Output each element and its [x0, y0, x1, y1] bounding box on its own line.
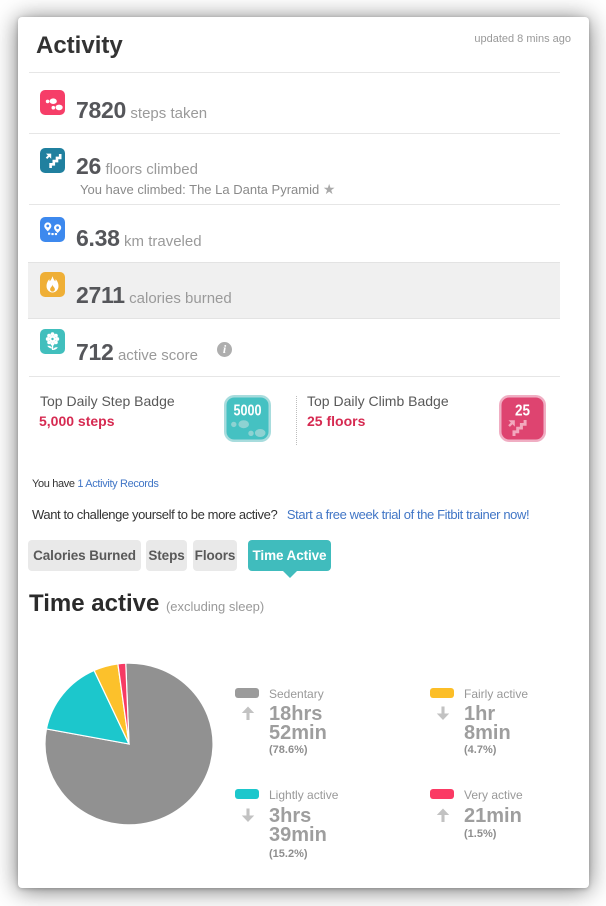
- svg-text:25: 25: [515, 403, 530, 420]
- svg-text:5000: 5000: [234, 403, 262, 420]
